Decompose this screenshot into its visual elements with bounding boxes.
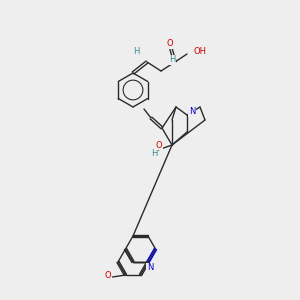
Text: H: H bbox=[151, 148, 157, 158]
Text: N: N bbox=[189, 107, 195, 116]
Text: H: H bbox=[169, 56, 175, 64]
Text: N: N bbox=[147, 263, 153, 272]
Text: O: O bbox=[156, 140, 162, 149]
Text: H: H bbox=[133, 46, 139, 56]
Text: OH: OH bbox=[193, 47, 206, 56]
Text: O: O bbox=[167, 40, 173, 49]
Text: O: O bbox=[104, 272, 111, 280]
